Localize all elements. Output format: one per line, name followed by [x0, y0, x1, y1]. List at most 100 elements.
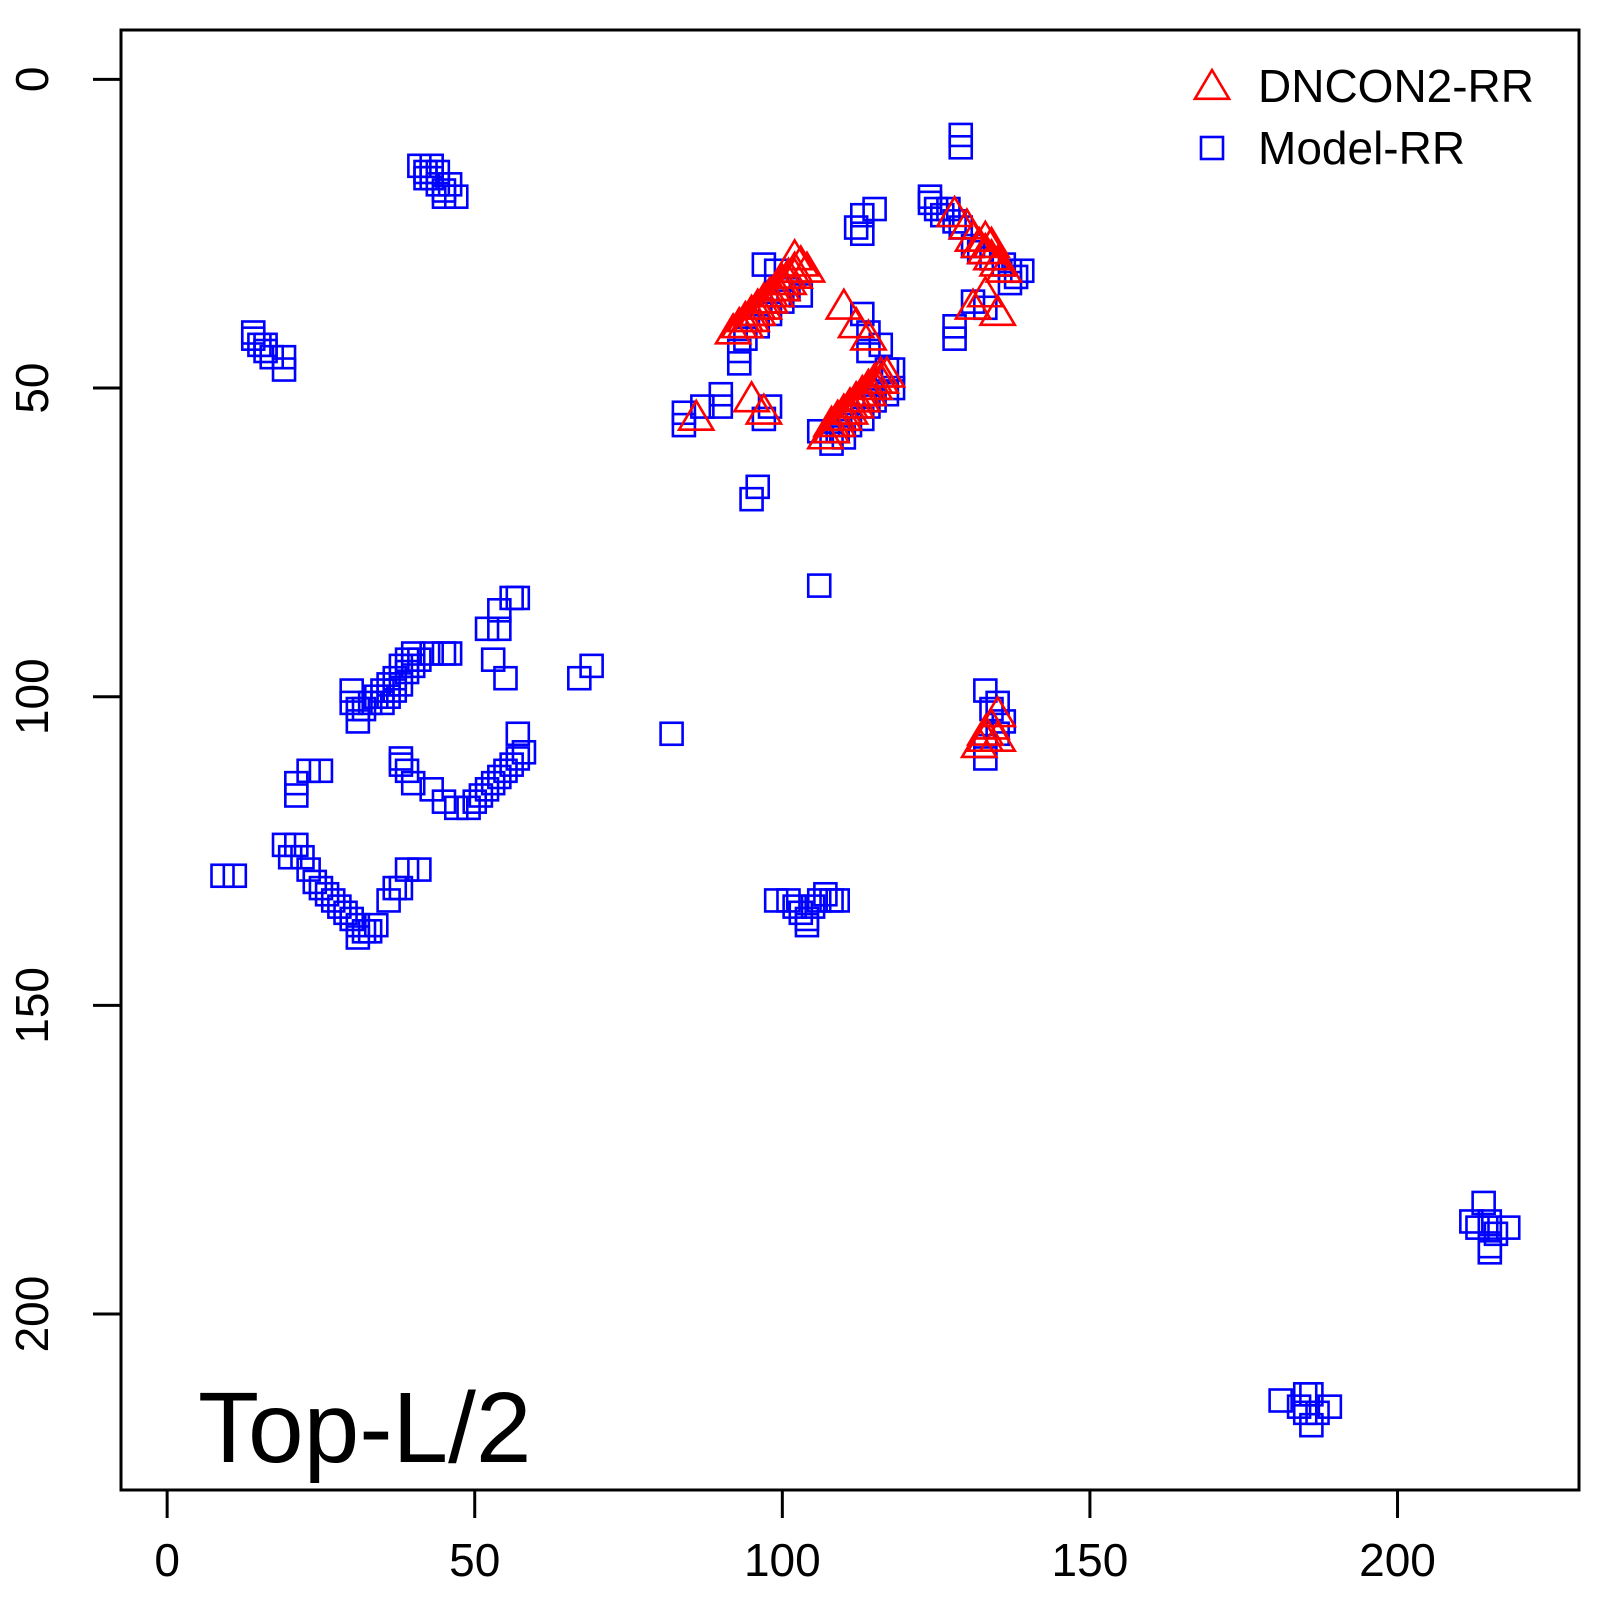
- legend-label: Model-RR: [1258, 122, 1465, 174]
- model-rr-point: [1459, 1209, 1484, 1234]
- model-rr-point: [394, 659, 420, 685]
- model-rr-point: [776, 888, 801, 913]
- model-rr-point: [290, 844, 315, 870]
- model-rr-point: [314, 881, 340, 907]
- model-rr-point: [345, 925, 371, 950]
- model-rr-point: [419, 165, 444, 191]
- model-rr-point: [800, 894, 826, 919]
- model-rr-point: [856, 338, 881, 364]
- model-rr-point: [825, 888, 850, 913]
- dncon2-rr-point: [787, 250, 827, 283]
- model-rr-point: [1483, 1221, 1509, 1247]
- model-rr-point: [394, 857, 420, 882]
- model-rr-point: [1003, 264, 1029, 290]
- model-rr-point: [659, 721, 684, 747]
- model-rr-point: [456, 795, 481, 821]
- model-rr-point: [259, 344, 285, 370]
- model-rr-point: [499, 585, 524, 611]
- model-rr-point: [443, 795, 469, 821]
- model-rr-point: [948, 122, 974, 148]
- model-rr-point: [400, 770, 426, 796]
- model-rr-point: [284, 832, 309, 858]
- dncon2-rr-point: [953, 287, 993, 320]
- legend: DNCON2-RR Model-RR: [1192, 60, 1534, 174]
- legend-triangle-icon: [1192, 67, 1232, 101]
- model-rr-point: [437, 172, 463, 197]
- model-rr-point: [431, 184, 457, 209]
- model-rr-point: [247, 332, 272, 358]
- dncon2-rr-point: [978, 694, 1018, 728]
- dncon2-rr-point: [836, 305, 876, 339]
- model-rr-point: [1286, 1394, 1312, 1419]
- model-rr-point: [339, 690, 364, 716]
- dncon2-rr-point: [972, 225, 1011, 259]
- dncon2-rr-point: [965, 231, 1005, 265]
- model-rr-point: [942, 326, 967, 351]
- dncon2-rr-point: [775, 237, 815, 271]
- model-rr-point: [388, 653, 414, 679]
- series-dncon2-rr: [676, 194, 1024, 759]
- model-rr-point: [284, 783, 309, 808]
- legend-square-icon: [1199, 135, 1225, 161]
- model-rr-point: [468, 783, 494, 808]
- model-rr-point: [948, 134, 974, 160]
- model-rr-point: [394, 758, 420, 784]
- model-rr-point: [794, 912, 820, 938]
- model-rr-point: [487, 764, 512, 790]
- y-tick-label: 150: [6, 967, 58, 1044]
- model-rr-point: [751, 406, 777, 432]
- model-rr-point: [388, 875, 414, 901]
- model-rr-point: [370, 690, 395, 716]
- model-rr-point: [1317, 1394, 1343, 1419]
- model-rr-point: [1465, 1215, 1490, 1240]
- model-rr-point: [357, 690, 383, 716]
- model-rr-point: [302, 869, 328, 895]
- model-rr-point: [271, 357, 297, 382]
- chart-marks: [210, 122, 1521, 1438]
- model-rr-point: [733, 326, 758, 351]
- model-rr-point: [407, 647, 432, 672]
- model-rr-point: [708, 381, 734, 407]
- model-rr-point: [271, 344, 297, 370]
- model-rr-point: [936, 196, 961, 222]
- model-rr-point: [1471, 1190, 1496, 1216]
- model-rr-point: [480, 647, 506, 672]
- model-rr-point: [437, 641, 463, 666]
- model-rr-point: [480, 770, 506, 796]
- model-rr-point: [751, 252, 777, 277]
- model-rr-point: [425, 172, 451, 197]
- dncon2-rr-point: [732, 379, 771, 413]
- model-rr-point: [726, 338, 752, 364]
- model-rr-point: [1495, 1215, 1521, 1240]
- model-rr-point: [813, 881, 838, 907]
- model-rr-point: [1299, 1382, 1324, 1407]
- model-rr-point: [388, 752, 414, 777]
- x-tick-label: 0: [154, 1534, 180, 1586]
- x-tick-label: 150: [1052, 1534, 1129, 1586]
- y-tick-label: 200: [6, 1276, 58, 1353]
- model-rr-point: [850, 221, 875, 247]
- model-rr-point: [1292, 1400, 1318, 1426]
- model-rr-point: [782, 894, 807, 919]
- model-rr-point: [327, 894, 352, 919]
- model-rr-point: [739, 486, 764, 512]
- dncon2-rr-point: [978, 293, 1018, 327]
- model-rr-point: [277, 844, 303, 870]
- y-tick-label: 100: [6, 658, 58, 735]
- model-rr-point: [284, 770, 309, 796]
- model-rr-point: [296, 857, 321, 882]
- model-rr-point: [345, 912, 371, 938]
- model-rr-point: [351, 696, 377, 722]
- model-rr-point: [339, 678, 364, 703]
- model-rr-point: [487, 597, 512, 623]
- x-tick-label: 200: [1359, 1534, 1436, 1586]
- dncon2-rr-point: [676, 398, 716, 432]
- model-rr-point: [1477, 1240, 1503, 1265]
- model-rr-point: [308, 758, 334, 784]
- model-rr-point: [431, 641, 457, 666]
- model-rr-point: [382, 665, 408, 691]
- model-rr-point: [240, 326, 266, 351]
- model-rr-point: [843, 215, 869, 240]
- model-rr-point: [419, 641, 444, 666]
- model-rr-point: [1477, 1215, 1503, 1240]
